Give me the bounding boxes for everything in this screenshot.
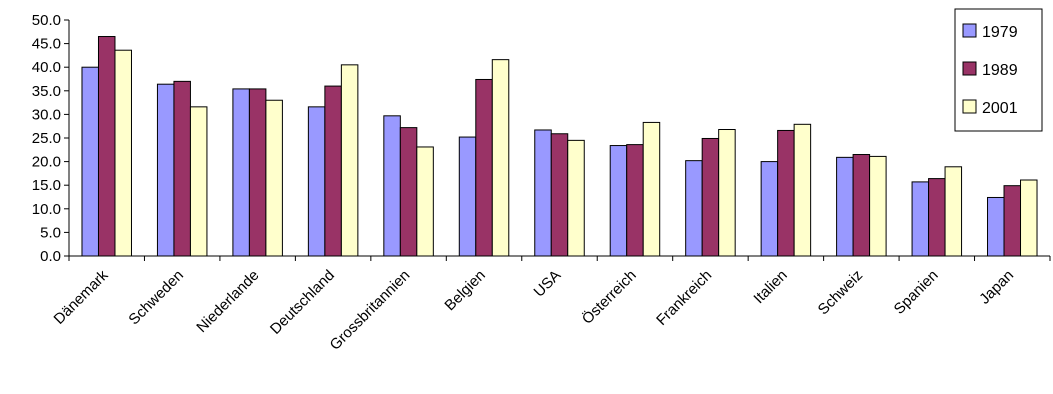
y-tick-label: 25.0 bbox=[32, 130, 61, 147]
bar bbox=[383, 115, 401, 257]
bar bbox=[701, 137, 720, 257]
bar bbox=[232, 88, 250, 257]
legend-label: 2001 bbox=[982, 100, 1018, 117]
bar bbox=[777, 129, 795, 257]
category-label: Schweiz bbox=[815, 267, 867, 319]
bar bbox=[1003, 185, 1022, 257]
bar bbox=[869, 155, 887, 257]
bar bbox=[609, 145, 628, 257]
bar bbox=[265, 99, 283, 257]
category-label: Deutschland bbox=[267, 267, 338, 338]
legend-swatch bbox=[962, 23, 977, 38]
bar bbox=[189, 106, 208, 257]
category-label: Japan bbox=[976, 267, 1017, 308]
bar bbox=[81, 66, 99, 257]
bar bbox=[458, 136, 477, 257]
bar bbox=[685, 160, 703, 257]
bar bbox=[114, 49, 132, 257]
legend-label: 1989 bbox=[982, 62, 1018, 79]
bar bbox=[718, 129, 736, 257]
y-tick-label: 50.0 bbox=[32, 12, 61, 29]
y-tick-label: 0.0 bbox=[40, 248, 61, 265]
category-label: Niederlande bbox=[193, 267, 262, 336]
y-tick-label: 30.0 bbox=[32, 106, 61, 123]
bar bbox=[642, 121, 661, 257]
bar bbox=[156, 83, 175, 257]
bar bbox=[324, 85, 342, 257]
category-label: Frankreich bbox=[653, 267, 715, 329]
category-label: Österreich bbox=[578, 266, 640, 328]
bar bbox=[1020, 179, 1038, 257]
bar bbox=[307, 106, 326, 257]
chart-legend: 1979 1989 2001 bbox=[954, 8, 1043, 132]
bar bbox=[550, 133, 569, 257]
legend-swatch bbox=[962, 99, 977, 114]
bar bbox=[416, 146, 434, 257]
y-tick-label: 10.0 bbox=[32, 201, 61, 218]
bar bbox=[911, 181, 930, 257]
category-label: Belgien bbox=[441, 267, 488, 314]
y-tick-label: 5.0 bbox=[40, 224, 61, 241]
category-label: Italien bbox=[750, 267, 790, 307]
bar bbox=[567, 139, 585, 257]
y-tick-label: 15.0 bbox=[32, 177, 61, 194]
bar bbox=[534, 129, 552, 257]
bar bbox=[928, 178, 946, 257]
bar bbox=[852, 154, 871, 257]
legend-label: 1979 bbox=[982, 24, 1018, 41]
category-label: Grossbritannien bbox=[327, 267, 414, 354]
category-label: Dänemark bbox=[51, 266, 112, 327]
chart-bars bbox=[81, 36, 1038, 257]
legend-swatch bbox=[962, 61, 977, 76]
y-tick-label: 35.0 bbox=[32, 83, 61, 100]
category-label: Schweden bbox=[125, 267, 187, 329]
y-tick-label: 45.0 bbox=[32, 36, 61, 53]
bar bbox=[626, 144, 644, 257]
bar bbox=[491, 59, 510, 257]
category-label: USA bbox=[530, 267, 564, 301]
bar bbox=[399, 127, 418, 257]
bar bbox=[836, 156, 854, 257]
bar bbox=[944, 166, 963, 257]
bar bbox=[340, 64, 359, 257]
bar bbox=[97, 36, 116, 257]
bar bbox=[987, 196, 1005, 257]
bar bbox=[760, 161, 779, 257]
bar bbox=[793, 123, 812, 257]
category-label: Spanien bbox=[891, 267, 942, 318]
y-tick-label: 40.0 bbox=[32, 59, 61, 76]
bar bbox=[173, 80, 191, 257]
bar bbox=[248, 88, 267, 257]
bar bbox=[475, 78, 493, 257]
y-tick-label: 20.0 bbox=[32, 154, 61, 171]
